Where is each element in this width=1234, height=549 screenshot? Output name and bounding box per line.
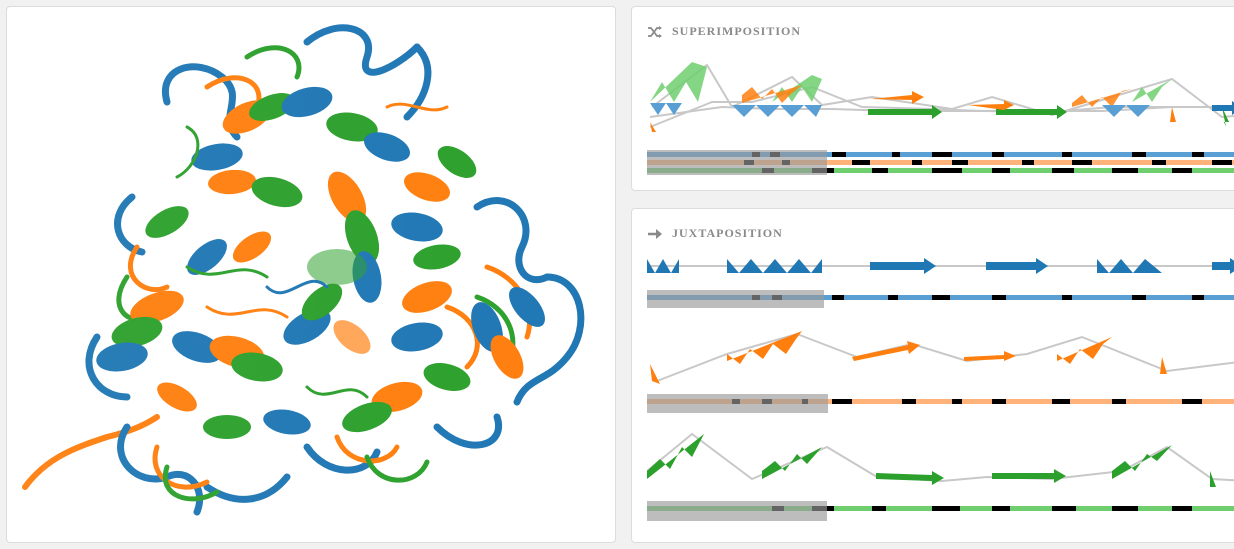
structure-viewer[interactable] [6, 6, 616, 543]
juxtaposition-title: JUXTAPOSITION [648, 226, 783, 241]
orange-superimposed-elements [650, 85, 1176, 132]
superimposition-selection-window[interactable] [647, 150, 827, 175]
superimposition-sequence-bars[interactable] [647, 150, 1234, 175]
orange-structure-track[interactable] [647, 331, 1234, 413]
orange-selection-window[interactable] [647, 394, 828, 413]
blue-selection-window[interactable] [647, 290, 824, 308]
protein-cartoon-render[interactable] [7, 7, 616, 543]
blue-structure-track[interactable] [647, 258, 1234, 308]
green-structure-track[interactable] [646, 432, 1234, 521]
green-superimposed-elements [650, 62, 1229, 127]
juxtaposition-title-text: JUXTAPOSITION [672, 226, 783, 240]
superimposition-panel: SUPERIMPOSITION [631, 6, 1234, 191]
green-selection-window[interactable] [647, 501, 827, 521]
superimposition-title: SUPERIMPOSITION [648, 24, 801, 39]
blue-superimposed-elements [650, 101, 1234, 117]
superimposition-title-text: SUPERIMPOSITION [672, 24, 802, 38]
shuffle-icon [648, 25, 662, 38]
arrow-right-icon [648, 228, 662, 239]
superimposition-track[interactable] [632, 7, 1234, 191]
juxtaposition-tracks[interactable] [632, 209, 1234, 543]
juxtaposition-panel: JUXTAPOSITION [631, 208, 1234, 543]
